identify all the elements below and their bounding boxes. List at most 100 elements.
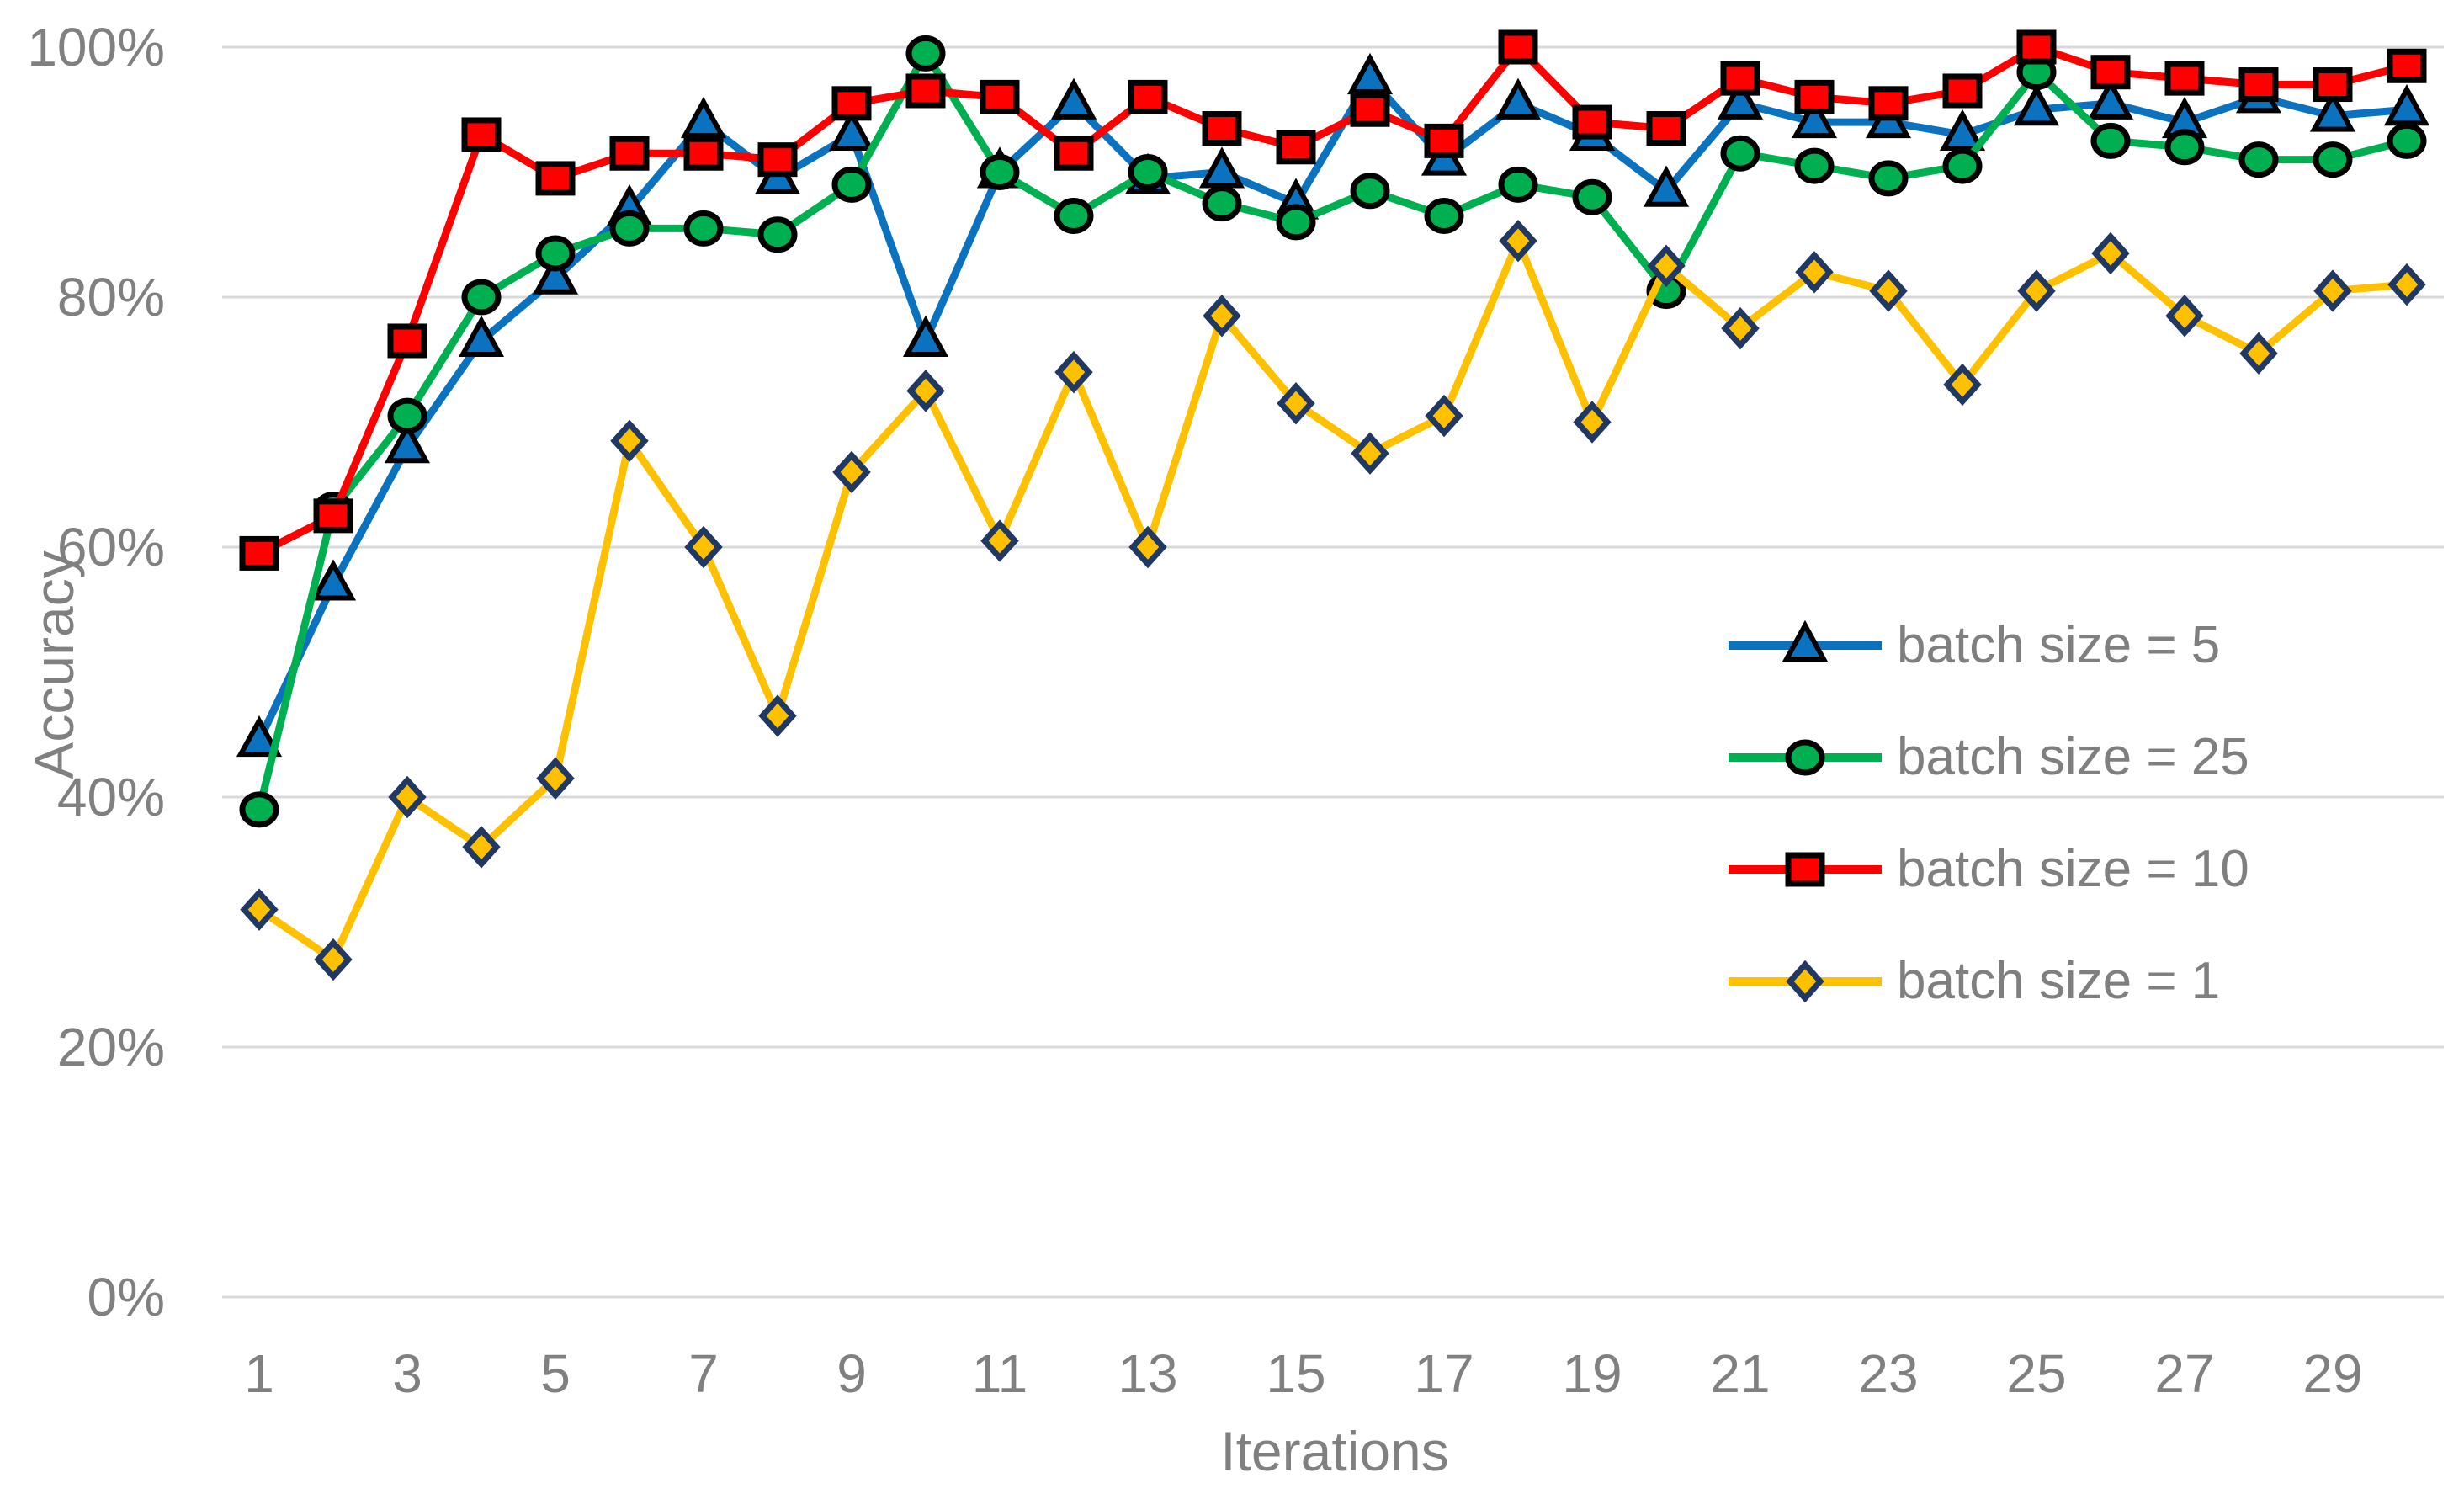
x-tick-label: 23	[1858, 1343, 1918, 1404]
triangle-marker	[458, 315, 505, 357]
circle-marker	[1424, 197, 1464, 234]
diamond-marker	[240, 888, 279, 931]
triangle-marker	[532, 253, 579, 295]
x-tick-label: 19	[1562, 1343, 1622, 1404]
x-tick-label: 25	[2006, 1343, 2066, 1404]
diamond-marker	[1277, 381, 1315, 425]
circle-marker	[2090, 122, 2131, 159]
triangle-marker	[2309, 90, 2356, 132]
diamond-marker	[832, 450, 871, 494]
legend-label: batch size = 1	[1897, 952, 2221, 1010]
diamond-marker	[314, 938, 353, 981]
y-tick-label: 40%	[57, 767, 165, 827]
x-tick-label: 27	[2154, 1343, 2214, 1404]
square-marker	[905, 73, 946, 109]
diamond-marker	[1647, 244, 1686, 288]
legend-item-batch-size-10: batch size = 10	[1725, 843, 2249, 896]
triangle-marker	[2087, 77, 2134, 120]
circle-marker	[1350, 173, 1390, 210]
triangle-marker	[680, 96, 727, 139]
triangle-marker	[1791, 96, 1838, 139]
triangle-marker	[828, 109, 875, 151]
circle-marker	[757, 216, 798, 253]
circle-marker	[2313, 141, 2353, 178]
x-tick-label: 5	[540, 1343, 571, 1404]
square-marker	[1794, 79, 1835, 114]
square-marker	[1785, 852, 1825, 887]
x-tick-label: 1	[244, 1343, 274, 1404]
circle-marker	[1498, 166, 1538, 203]
diamond-marker	[1721, 306, 1760, 350]
diamond-marker	[1425, 394, 1463, 438]
circle-marker	[905, 35, 946, 72]
diamond-marker	[1943, 363, 1982, 407]
diamond-marker	[536, 757, 575, 800]
legend-swatch-batch-size-10-icon	[1729, 852, 1882, 887]
diamond-marker	[2387, 263, 2426, 306]
y-tick-label: 0%	[88, 1267, 166, 1327]
legend-item-batch-size-5: batch size = 5	[1725, 619, 2249, 672]
x-axis-title: Iterations	[1220, 1420, 1448, 1482]
x-tick-label: 11	[972, 1343, 1028, 1404]
circle-marker	[1942, 147, 1983, 184]
square-marker	[1128, 79, 1168, 114]
square-marker	[461, 117, 502, 152]
diamond-marker	[1499, 219, 1537, 263]
diamond-marker	[684, 525, 723, 569]
square-marker	[980, 79, 1020, 114]
square-marker	[1054, 136, 1094, 171]
square-marker	[1942, 73, 1983, 109]
circle-marker	[239, 791, 279, 828]
triangle-marker	[1782, 620, 1829, 662]
diamond-marker	[610, 419, 649, 463]
circle-marker	[461, 279, 502, 316]
triangle-marker	[236, 715, 283, 758]
circle-marker	[387, 397, 427, 434]
triangle-marker	[1717, 77, 1764, 120]
triangle-marker	[1495, 77, 1542, 120]
y-axis-title: Accuracy	[23, 550, 85, 779]
diamond-marker	[906, 370, 945, 412]
circle-marker	[1868, 160, 1909, 197]
diamond-marker	[388, 775, 427, 819]
square-marker	[239, 535, 279, 571]
diamond-marker	[2239, 332, 2278, 375]
square-marker	[609, 136, 650, 171]
square-marker	[831, 86, 872, 121]
series-batch-size-1	[240, 219, 2426, 981]
x-tick-label: 7	[688, 1343, 719, 1404]
circle-marker	[2164, 129, 2205, 166]
diamond-marker	[1128, 525, 1167, 569]
circle-marker	[980, 154, 1020, 190]
diamond-marker	[1054, 350, 1093, 394]
series-line	[255, 43, 2411, 557]
square-marker	[2090, 55, 2131, 90]
square-marker	[1572, 104, 1612, 140]
chart-legend: batch size = 5 batch size = 25 batch siz…	[1725, 619, 2249, 1010]
circle-marker	[1720, 135, 1760, 172]
triangle-marker	[384, 421, 431, 464]
circle-marker	[1785, 739, 1825, 776]
circle-marker	[1276, 204, 1316, 241]
triangle-marker	[1643, 165, 1690, 207]
triangle-marker	[310, 559, 357, 601]
square-marker	[2016, 29, 2057, 65]
diamond-marker	[1573, 401, 1612, 444]
circle-marker	[1128, 154, 1168, 190]
x-tick-label: 17	[1414, 1343, 1474, 1404]
square-marker	[1498, 29, 1538, 65]
circle-marker	[1054, 197, 1094, 234]
diamond-marker	[462, 826, 501, 869]
legend-label: batch size = 25	[1897, 728, 2249, 786]
square-marker	[683, 136, 724, 171]
y-tick-label: 100%	[27, 17, 165, 77]
diamond-marker	[2091, 231, 2130, 275]
x-tick-label: 21	[1710, 1343, 1770, 1404]
x-tick-label: 3	[392, 1343, 422, 1404]
diamond-marker	[1351, 432, 1389, 475]
x-tick-label: 15	[1266, 1343, 1325, 1404]
circle-marker	[1572, 178, 1612, 215]
triangle-marker	[2383, 84, 2430, 126]
diamond-marker	[2165, 295, 2204, 338]
circle-marker	[535, 235, 576, 272]
